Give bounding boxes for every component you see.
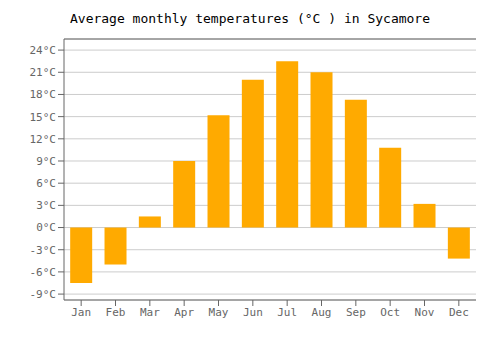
svg-text:21°C: 21°C — [30, 66, 57, 79]
svg-text:Aug: Aug — [312, 306, 332, 319]
svg-text:3°C: 3°C — [36, 199, 56, 212]
svg-text:24°C: 24°C — [30, 44, 57, 57]
svg-text:Jul: Jul — [277, 306, 297, 319]
svg-text:Jan: Jan — [71, 306, 91, 319]
svg-text:-9°C: -9°C — [30, 288, 57, 301]
svg-text:-6°C: -6°C — [30, 266, 57, 279]
svg-text:12°C: 12°C — [30, 133, 57, 146]
svg-text:15°C: 15°C — [30, 111, 57, 124]
svg-text:9°C: 9°C — [36, 155, 56, 168]
svg-text:0°C: 0°C — [36, 221, 56, 234]
svg-text:Jun: Jun — [243, 306, 263, 319]
svg-text:-3°C: -3°C — [30, 244, 57, 257]
svg-text:6°C: 6°C — [36, 177, 56, 190]
html-text:Average monthly temperatures (: Average monthly temperatures (°C ) in Sy… — [70, 11, 430, 26]
svg-text:Nov: Nov — [415, 306, 435, 319]
svg-text:Mar: Mar — [140, 306, 160, 319]
svg-text:18°C: 18°C — [30, 88, 57, 101]
svg-text:Apr: Apr — [174, 306, 194, 319]
svg-text:Sep: Sep — [346, 306, 366, 319]
svg-text:May: May — [209, 306, 229, 319]
svg-text:Feb: Feb — [106, 306, 126, 319]
svg-text:Oct: Oct — [380, 306, 400, 319]
svg-text:Dec: Dec — [449, 306, 469, 319]
